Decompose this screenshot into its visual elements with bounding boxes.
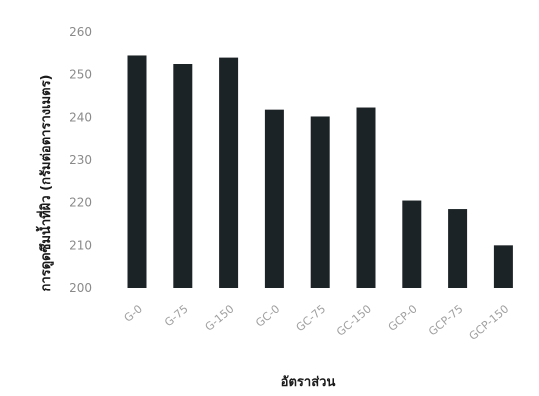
bar-g-0 <box>127 55 147 288</box>
x-axis-ticks: G-0 G-75 G-150 GC-0 GC-75 GC-150 GCP-0 GCP-75 GC… <box>122 302 512 343</box>
y-tick-label: 210 <box>69 238 92 252</box>
bar-gc-0 <box>264 109 284 288</box>
x-tick-label: GCP-150 <box>467 302 512 343</box>
bar-gcp-0 <box>402 200 422 288</box>
y-tick-label: 220 <box>69 196 92 210</box>
y-axis-title: การดูดซึมน้ำที่ผิว (กรัมต่อตารางเมตร) <box>35 75 54 292</box>
x-tick-label: GCP-75 <box>426 302 465 338</box>
y-tick-label: 200 <box>69 281 92 295</box>
y-tick-label: 250 <box>69 68 92 82</box>
bars <box>127 55 513 289</box>
x-tick-label: G-75 <box>162 302 191 329</box>
x-tick-label: G-150 <box>203 302 237 333</box>
bar-g-75 <box>173 64 193 288</box>
y-tick-label: 230 <box>69 153 92 167</box>
x-tick-label: GC-150 <box>334 302 374 338</box>
y-tick-label: 260 <box>69 25 92 39</box>
bar-gcp-150 <box>493 245 513 288</box>
x-tick-label: GC-75 <box>294 302 329 334</box>
x-axis-title: อัตราส่วน <box>281 375 336 390</box>
bar-gc-150 <box>356 107 376 289</box>
bar-gc-75 <box>310 116 330 288</box>
x-tick-label: GCP-0 <box>386 302 420 334</box>
bar-g-150 <box>219 57 239 288</box>
x-tick-label: G-0 <box>122 302 145 324</box>
y-axis-ticks: 200 210 220 230 240 250 260 <box>69 25 92 295</box>
x-tick-label: GC-0 <box>253 302 282 329</box>
y-tick-label: 240 <box>69 110 92 124</box>
bar-gcp-75 <box>448 209 468 288</box>
